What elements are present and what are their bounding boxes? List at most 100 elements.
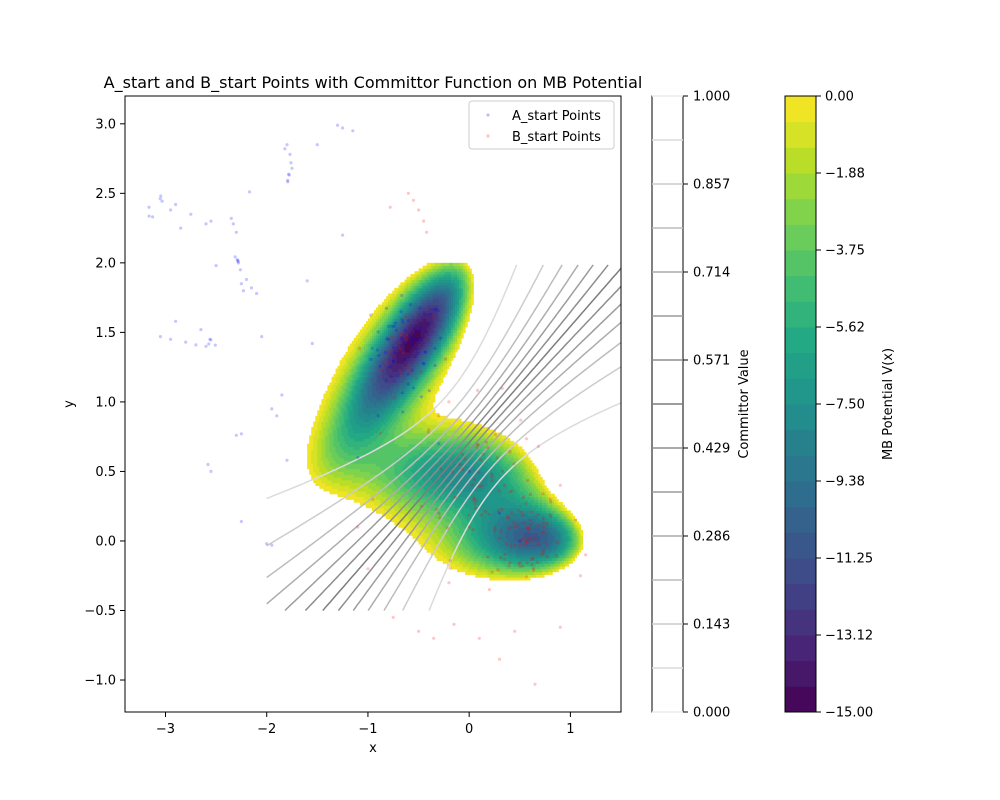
potential-cell bbox=[343, 371, 347, 375]
potential-cell bbox=[329, 393, 333, 397]
potential-cell bbox=[376, 335, 379, 339]
potential-cell bbox=[390, 382, 393, 386]
potential-cell bbox=[408, 435, 412, 439]
potential-cell bbox=[376, 315, 379, 320]
potential-cell bbox=[428, 513, 432, 517]
potential-cell bbox=[353, 362, 357, 367]
potential-cell bbox=[363, 390, 367, 395]
potential-cell bbox=[331, 460, 335, 464]
potential-cell bbox=[367, 429, 371, 434]
potential-cell bbox=[398, 490, 401, 495]
potential-cell bbox=[430, 329, 434, 333]
potential-cell bbox=[388, 301, 391, 306]
potential-cell bbox=[343, 421, 347, 425]
potential-cell bbox=[418, 535, 422, 539]
potential-cell bbox=[414, 421, 418, 425]
potential-cell bbox=[343, 376, 347, 381]
potential-cell bbox=[426, 296, 430, 300]
potential-cell bbox=[386, 449, 389, 453]
potential-cell bbox=[444, 507, 448, 511]
potential-cell bbox=[351, 357, 355, 361]
potential-cell bbox=[406, 285, 410, 289]
potential-cell bbox=[392, 435, 395, 439]
potential-cell bbox=[442, 279, 446, 283]
potential-cell bbox=[440, 368, 444, 372]
potential-cell bbox=[430, 446, 434, 450]
potential-cell bbox=[323, 401, 327, 406]
potential-cell bbox=[343, 435, 347, 439]
potential-cell bbox=[341, 362, 345, 367]
potential-cell bbox=[335, 399, 339, 403]
potential-cell bbox=[448, 438, 452, 442]
potential-cell bbox=[428, 368, 432, 372]
potential-cell bbox=[422, 349, 426, 353]
potential-cell bbox=[410, 346, 414, 350]
potential-cell bbox=[396, 510, 399, 514]
potential-cell bbox=[392, 479, 395, 484]
potential-cell bbox=[406, 407, 410, 411]
potential-cell bbox=[410, 438, 414, 442]
potential-cell bbox=[418, 326, 422, 331]
potential-cell bbox=[347, 368, 351, 372]
potential-cell bbox=[402, 351, 405, 356]
potential-cell bbox=[430, 265, 434, 270]
potential-cell bbox=[384, 326, 387, 331]
potential-cell bbox=[376, 351, 379, 356]
potential-cell bbox=[438, 299, 442, 303]
potential-cell bbox=[384, 301, 387, 306]
potential-cell bbox=[371, 468, 375, 473]
potential-cell bbox=[438, 285, 442, 289]
potential-cell bbox=[355, 438, 359, 442]
potential-cell bbox=[335, 374, 339, 378]
potential-cell bbox=[382, 490, 385, 495]
potential-cell bbox=[394, 446, 397, 450]
potential-cell bbox=[361, 340, 365, 345]
potential-cell bbox=[440, 273, 444, 278]
potential-cell bbox=[363, 360, 367, 364]
potential-cell bbox=[414, 410, 418, 414]
potential-cell bbox=[313, 451, 316, 456]
potential-cell bbox=[349, 496, 353, 500]
potential-cell bbox=[335, 432, 339, 436]
potential-cell bbox=[406, 365, 410, 370]
potential-cell bbox=[430, 471, 434, 475]
potential-cell bbox=[376, 432, 379, 436]
potential-cell bbox=[440, 446, 444, 450]
potential-cell bbox=[412, 307, 416, 311]
potential-cell bbox=[440, 518, 444, 523]
potential-cell bbox=[323, 393, 327, 397]
potential-cell bbox=[428, 301, 432, 306]
potential-cell bbox=[442, 365, 446, 370]
potential-cell bbox=[424, 518, 428, 523]
potential-cell bbox=[402, 371, 405, 375]
potential-cell bbox=[331, 390, 335, 395]
potential-cell bbox=[406, 424, 410, 428]
potential-cell bbox=[410, 399, 414, 403]
potential-cell bbox=[374, 318, 377, 322]
potential-cell bbox=[422, 424, 426, 428]
potential-cell bbox=[436, 479, 440, 484]
potential-cell bbox=[416, 410, 420, 414]
potential-cell bbox=[371, 438, 375, 442]
potential-cell bbox=[402, 496, 405, 500]
potential-cell bbox=[349, 479, 353, 484]
potential-cell bbox=[414, 390, 418, 395]
potential-cell bbox=[400, 449, 403, 453]
potential-cell bbox=[412, 351, 416, 356]
potential-cell bbox=[317, 463, 320, 467]
potential-cell bbox=[331, 426, 335, 431]
potential-cell bbox=[355, 435, 359, 439]
potential-cell bbox=[380, 326, 383, 331]
potential-cell bbox=[353, 424, 357, 428]
potential-cell bbox=[418, 529, 422, 534]
potential-cell bbox=[347, 496, 351, 500]
potential-cell bbox=[442, 482, 446, 486]
potential-cell bbox=[347, 346, 351, 350]
potential-cell bbox=[438, 429, 442, 434]
potential-cell bbox=[374, 382, 377, 386]
potential-cell bbox=[442, 351, 446, 356]
potential-cell bbox=[331, 479, 335, 484]
potential-cell bbox=[337, 418, 341, 422]
potential-cell bbox=[434, 304, 438, 308]
potential-cell bbox=[432, 357, 436, 361]
